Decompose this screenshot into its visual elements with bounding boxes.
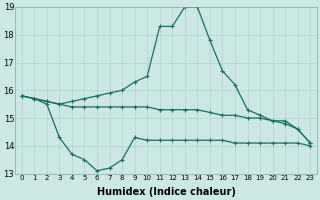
X-axis label: Humidex (Indice chaleur): Humidex (Indice chaleur) — [97, 187, 236, 197]
